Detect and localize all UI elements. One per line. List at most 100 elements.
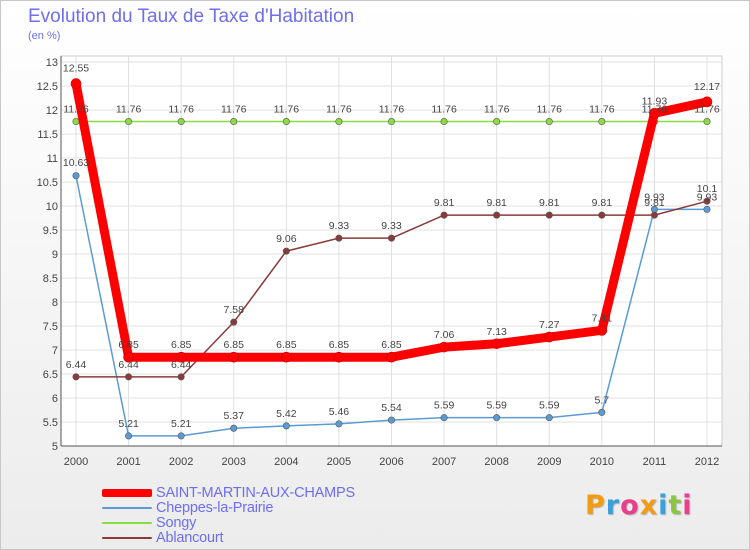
data-label: 5.7 — [595, 394, 610, 406]
y-tick-label: 11.5 — [37, 129, 58, 141]
data-point — [493, 211, 501, 219]
logo-letter: t — [668, 490, 683, 521]
data-point — [282, 247, 290, 255]
line-chart: 55.566.577.588.599.51010.51111.51212.513… — [37, 55, 723, 468]
data-point — [282, 422, 290, 430]
legend-label-cheppes: Cheppes-la-Prairie — [156, 499, 274, 516]
data-label: 9.81 — [539, 197, 560, 209]
legend-label-songy: Songy — [156, 514, 197, 531]
y-tick-label: 9 — [52, 249, 58, 261]
data-label: 10.63 — [63, 157, 89, 169]
data-point — [335, 118, 343, 126]
y-tick-label: 5 — [52, 441, 58, 453]
data-label: 5.21 — [171, 418, 192, 430]
data-label: 7.06 — [434, 329, 455, 341]
y-tick-label: 7.5 — [43, 321, 58, 333]
chart-data-labels: 12.55 6.85 6.85 6.85 6.85 6.85 6.85 7.06 7.13 7.2… — [63, 63, 720, 430]
data-point — [545, 414, 553, 422]
logo-letter: x — [639, 490, 659, 521]
data-label: 5.21 — [118, 418, 139, 430]
data-label: 9.81 — [486, 197, 507, 209]
y-tick-label: 8.5 — [43, 273, 58, 285]
data-point — [72, 373, 80, 381]
data-point — [125, 118, 133, 126]
logo-letter: o — [620, 490, 640, 521]
legend-swatch-ablancourt — [102, 536, 152, 539]
x-tick-label: 2003 — [222, 456, 246, 468]
data-label: 11.76 — [168, 104, 194, 116]
legend-swatch-songy — [102, 521, 152, 524]
data-label: 11.76 — [484, 104, 510, 116]
y-tick-label: 12 — [46, 105, 58, 117]
data-point — [281, 351, 292, 363]
data-label: 9.81 — [434, 197, 455, 209]
data-point — [386, 351, 397, 363]
data-label: 10.1 — [697, 183, 718, 195]
chart-title: Evolution du Taux de Taxe d'Habitation — [28, 6, 355, 27]
logo-letter: r — [605, 490, 621, 521]
y-tick-label: 5.5 — [43, 417, 58, 429]
legend-swatch-cheppes — [102, 506, 152, 509]
data-label: 7.13 — [486, 326, 507, 338]
data-point — [123, 351, 134, 363]
data-point — [438, 341, 450, 353]
data-point — [491, 338, 502, 350]
y-tick-label: 11 — [47, 153, 58, 165]
data-point — [230, 424, 238, 432]
data-point — [650, 211, 658, 219]
chart-axes: 55.566.577.588.599.51010.51111.51212.513… — [37, 56, 722, 468]
data-point — [545, 211, 553, 219]
data-label: 9.33 — [381, 220, 402, 232]
data-label: 6.85 — [381, 339, 402, 351]
data-point — [230, 118, 238, 126]
data-point — [335, 234, 343, 242]
data-point — [70, 78, 82, 89]
data-label: 5.59 — [434, 400, 455, 412]
data-label: 11.93 — [642, 95, 668, 107]
data-label: 9.93 — [644, 191, 665, 203]
data-label: 6.44 — [118, 359, 139, 371]
data-point — [387, 416, 395, 424]
data-label: 11.76 — [221, 104, 247, 116]
data-label: 11.76 — [589, 104, 615, 116]
data-label: 11.76 — [694, 104, 720, 116]
data-point — [175, 351, 187, 363]
x-tick-label: 2010 — [590, 456, 614, 468]
data-point — [649, 108, 660, 119]
y-tick-label: 13 — [46, 57, 58, 69]
data-label: 5.54 — [381, 402, 402, 414]
legend-item-saint-martin: SAINT-MARTIN-AUX-CHAMPS — [102, 485, 355, 501]
chart-subtitle: (en %) — [28, 30, 61, 42]
data-point — [440, 211, 448, 219]
data-label: 12.17 — [694, 81, 720, 93]
data-label: 9.81 — [592, 197, 613, 209]
y-tick-label: 8 — [52, 297, 58, 309]
data-label: 7.58 — [224, 304, 245, 316]
data-label: 6.44 — [171, 359, 192, 371]
data-point — [440, 118, 448, 126]
data-point — [703, 118, 711, 126]
legend-item-songy: Songy — [102, 514, 355, 531]
legend-item-cheppes: Cheppes-la-Prairie — [102, 499, 355, 516]
x-tick-label: 2004 — [274, 456, 298, 468]
data-label: 6.44 — [66, 359, 87, 371]
x-tick-label: 2000 — [64, 456, 88, 468]
data-point — [703, 197, 711, 205]
data-point — [125, 432, 133, 440]
x-tick-label: 2005 — [327, 456, 351, 468]
data-point — [543, 331, 555, 343]
data-label: 6.85 — [276, 339, 297, 351]
logo-letter: i — [658, 490, 669, 521]
data-point — [493, 118, 501, 126]
data-label: 5.59 — [539, 400, 560, 412]
data-label: 6.85 — [171, 339, 192, 351]
data-label: 11.76 — [63, 104, 89, 116]
y-tick-label: 6 — [52, 393, 58, 405]
y-tick-label: 10.5 — [37, 177, 58, 189]
x-tick-label: 2008 — [484, 456, 508, 468]
data-label: 11.76 — [274, 104, 300, 116]
data-label: 9.81 — [644, 197, 665, 209]
x-tick-label: 2011 — [643, 456, 667, 468]
data-label: 11.76 — [642, 104, 668, 116]
